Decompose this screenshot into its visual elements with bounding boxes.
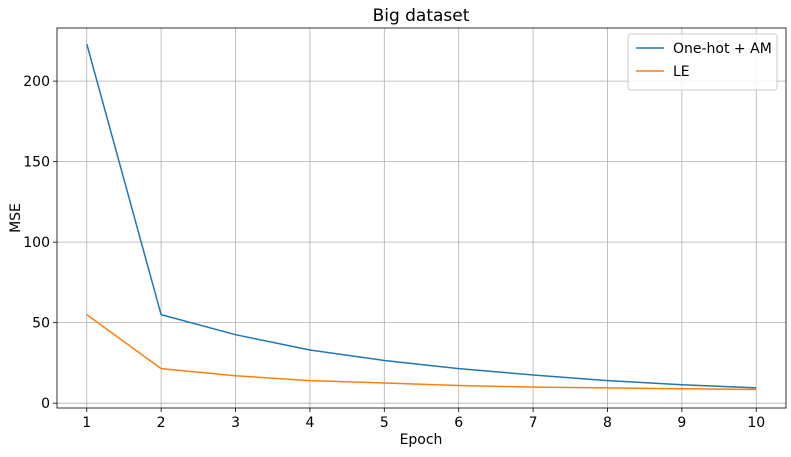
chart-title: Big dataset xyxy=(373,6,470,26)
x-tick-label: 1 xyxy=(82,415,91,431)
y-tick-label: 100 xyxy=(23,235,50,251)
axes xyxy=(56,27,787,409)
legend-label-1: One-hot + AM xyxy=(673,41,772,57)
series-lines xyxy=(86,43,757,391)
x-tick-label: 10 xyxy=(747,415,765,431)
x-tick-label: 9 xyxy=(677,415,686,431)
legend-box xyxy=(627,33,778,91)
x-tick-label: 6 xyxy=(454,415,463,431)
x-tick-label: 8 xyxy=(603,415,612,431)
y-tick-label: 150 xyxy=(23,155,50,171)
y-tick-label: 0 xyxy=(41,396,50,412)
legend: One-hot + AM LE xyxy=(627,33,778,91)
x-tick-label: 5 xyxy=(380,415,389,431)
grid-lines xyxy=(57,28,786,408)
y-axis-label: MSE xyxy=(8,203,24,233)
plot-frame xyxy=(56,27,787,409)
y-tick-label: 50 xyxy=(32,316,50,332)
legend-label-2: LE xyxy=(673,64,690,80)
series-line-1 xyxy=(86,43,757,389)
x-tick-label: 2 xyxy=(157,415,166,431)
x-tick-label: 7 xyxy=(529,415,538,431)
series-line-2 xyxy=(86,313,757,391)
x-tick-label: 3 xyxy=(231,415,240,431)
y-tick-label: 200 xyxy=(23,74,50,90)
x-axis-label: Epoch xyxy=(400,432,443,448)
x-tick-label: 4 xyxy=(305,415,314,431)
